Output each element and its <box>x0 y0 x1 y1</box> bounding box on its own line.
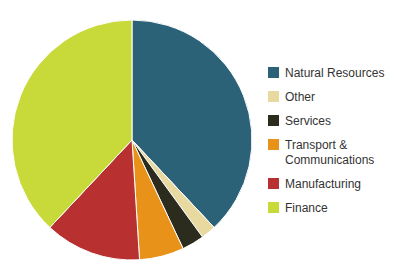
legend: Natural Resources Other Services Transport … <box>268 66 384 215</box>
legend-swatch <box>268 67 279 78</box>
legend-swatch <box>268 115 279 126</box>
legend-label: Transport &Communications <box>285 138 374 167</box>
pie-slice <box>132 140 183 260</box>
legend-swatch <box>268 139 279 150</box>
legend-swatch <box>268 202 279 213</box>
legend-label: Other <box>285 90 315 104</box>
pie-slice <box>12 20 132 227</box>
legend-label: Finance <box>285 201 328 215</box>
pie-chart: Natural Resources Other Services Transport … <box>0 0 420 280</box>
legend-swatch <box>268 91 279 102</box>
legend-label: Natural Resources <box>285 66 384 80</box>
slices <box>12 20 252 260</box>
legend-swatch <box>268 178 279 189</box>
legend-label: Manufacturing <box>285 177 361 191</box>
chart-container: Natural Resources Other Services Transport … <box>0 0 420 280</box>
legend-label: Services <box>285 114 331 128</box>
